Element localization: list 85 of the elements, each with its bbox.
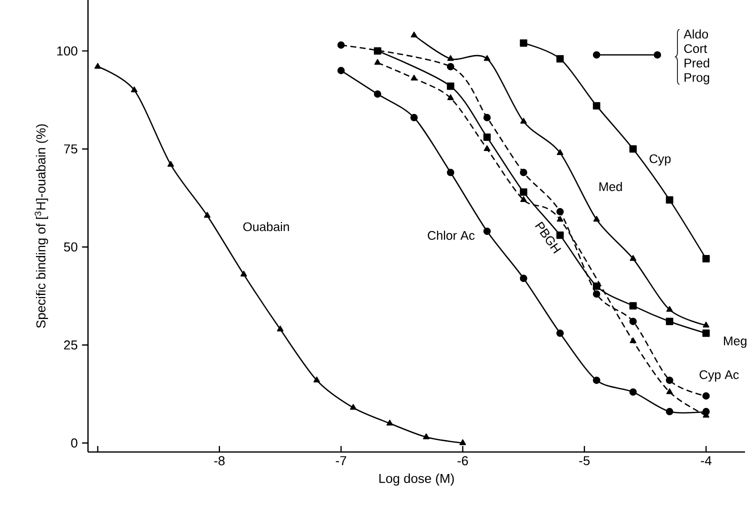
point (520, 39, 528, 47)
point (666, 318, 674, 326)
point (386, 420, 393, 426)
point (204, 212, 210, 218)
y-tick-label: 0 (71, 438, 78, 448)
point (337, 66, 345, 74)
point (313, 376, 320, 382)
annotation: Aldo (684, 29, 708, 39)
point (350, 404, 356, 410)
series-label: Cyp (650, 154, 671, 166)
point (446, 62, 454, 70)
point (629, 388, 637, 396)
point (337, 41, 345, 49)
point (702, 255, 710, 262)
y-tick-label: 25 (64, 340, 78, 350)
point (520, 274, 528, 282)
point (556, 208, 564, 216)
point (483, 114, 491, 122)
point (130, 86, 138, 92)
point (654, 51, 662, 59)
y-tick-label: 100 (57, 46, 78, 56)
point (483, 134, 491, 141)
point (446, 168, 454, 176)
point (702, 322, 710, 328)
point (483, 228, 491, 235)
series-label: Cyp Ac (700, 370, 739, 382)
point (374, 90, 382, 98)
point (666, 306, 673, 312)
point (593, 216, 600, 222)
x-tick-label: -4 (700, 456, 712, 466)
point (240, 270, 247, 277)
point (592, 282, 600, 290)
y-tick-label: 50 (64, 242, 78, 252)
point (592, 102, 600, 110)
point (520, 196, 527, 202)
point (374, 59, 381, 65)
series-label: Ouabain (243, 222, 289, 232)
x-tick-label: -5 (579, 456, 590, 466)
point (276, 326, 284, 332)
point (484, 145, 490, 152)
x-tick-label: -6 (458, 456, 468, 466)
point (666, 196, 674, 204)
point (556, 55, 564, 62)
point (447, 94, 454, 100)
point (592, 290, 600, 298)
point (410, 32, 418, 38)
point (629, 318, 637, 326)
point (702, 330, 710, 337)
point (484, 55, 490, 61)
point (556, 330, 564, 337)
x-tick-label: -7 (336, 456, 346, 466)
point (94, 62, 101, 69)
point (422, 433, 430, 440)
point (447, 55, 454, 61)
x-axis-title: Log dose (M) (379, 474, 454, 486)
point (629, 145, 637, 153)
point (520, 168, 528, 176)
point (592, 376, 600, 384)
annotation: Prog (684, 73, 710, 84)
point (556, 216, 564, 222)
annotation: Cort (684, 44, 708, 53)
y-axis-title: Specific binding of [$^{3}$H]-ouabain (%) (34, 124, 48, 328)
series-label: Chlor Ac (428, 230, 475, 240)
point (666, 388, 673, 394)
point (702, 392, 710, 400)
point (556, 149, 564, 155)
point (666, 408, 674, 416)
series-label: Med (599, 182, 622, 192)
point (459, 439, 466, 446)
point (410, 74, 418, 80)
point (520, 118, 527, 124)
point (520, 188, 528, 196)
x-tick-label: -8 (214, 456, 225, 466)
annotation: Pred (684, 58, 710, 68)
point (592, 51, 600, 59)
point (167, 160, 174, 167)
point (630, 337, 636, 344)
point (629, 302, 637, 310)
point (410, 114, 418, 122)
point (446, 82, 454, 90)
y-tick-label: 75 (64, 144, 78, 154)
point (374, 47, 382, 55)
series-label: Meg (724, 336, 746, 348)
point (666, 376, 674, 384)
point (630, 255, 636, 261)
